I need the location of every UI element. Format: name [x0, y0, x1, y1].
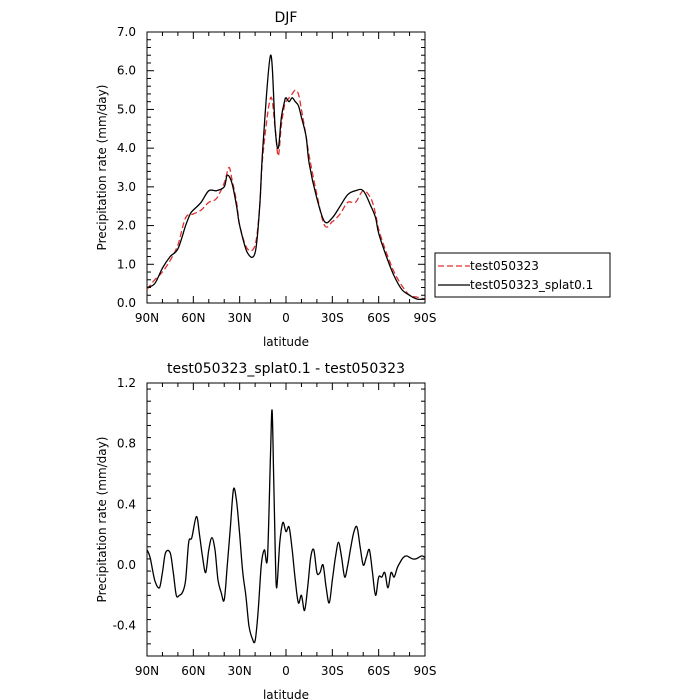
- x-tick-label: 90N: [135, 664, 159, 678]
- series-line-0-0: [146, 89, 426, 300]
- x-tick-label: 90S: [414, 311, 437, 325]
- legend-entry-test050323: test050323: [470, 259, 539, 273]
- y-tick-label: -0.4: [113, 619, 136, 633]
- x-tick-label: 30N: [228, 311, 252, 325]
- bottom-chart: test050323_splat0.1 - test050323 Precipi…: [95, 361, 436, 700]
- top-chart-title: DJF: [275, 10, 298, 26]
- x-tick-label: 30S: [321, 664, 344, 678]
- y-tick-label: 3.0: [117, 180, 136, 194]
- top-chart-plot-frame: [146, 31, 426, 304]
- y-tick-label: 1.0: [117, 257, 136, 271]
- legend-entry-test050323-splat0-1: test050323_splat0.1: [470, 278, 593, 292]
- x-tick-label: 90N: [135, 311, 159, 325]
- series-line-0-1: [146, 54, 426, 301]
- y-tick-label: 0.0: [117, 296, 136, 310]
- x-tick-label: 90S: [414, 664, 437, 678]
- y-tick-label: 1.2: [117, 376, 136, 390]
- top-chart-x-axis-label: latitude: [263, 335, 309, 349]
- x-tick-label: 60N: [181, 664, 205, 678]
- y-tick-label: 0.8: [117, 437, 136, 451]
- bottom-chart-title: test050323_splat0.1 - test050323: [167, 361, 405, 377]
- series-line-1-0: [146, 409, 426, 644]
- y-tick-label: 0.4: [117, 497, 136, 511]
- bottom-chart-x-axis-label: latitude: [263, 688, 309, 700]
- x-tick-label: 60N: [181, 311, 205, 325]
- top-chart: DJF Precipitation rate (mm/day) latitude…: [95, 10, 611, 349]
- top-chart-series: [146, 54, 426, 301]
- bottom-chart-y-axis-label: Precipitation rate (mm/day): [95, 437, 109, 603]
- x-tick-label: 0: [282, 664, 290, 678]
- y-tick-label: 0.0: [117, 558, 136, 572]
- bottom-chart-series: [146, 409, 426, 644]
- x-tick-label: 30S: [321, 311, 344, 325]
- y-tick-label: 6.0: [117, 64, 136, 78]
- bottom-chart-plot-frame: [146, 382, 426, 657]
- legend: test050323 test050323_splat0.1: [434, 252, 611, 298]
- bottom-chart-ticks: 90N 60N 30N 0 30S 60S 90S -0.4 0.0 0.4 0.8 1.2: [113, 376, 437, 678]
- top-chart-y-axis-label: Precipitation rate (mm/day): [95, 85, 109, 251]
- x-tick-label: 30N: [228, 664, 252, 678]
- legend-box: [434, 252, 611, 298]
- x-tick-label: 60S: [367, 311, 390, 325]
- y-tick-label: 2.0: [117, 219, 136, 233]
- y-tick-label: 5.0: [117, 102, 136, 116]
- y-tick-label: 7.0: [117, 25, 136, 39]
- x-tick-label: 60S: [367, 664, 390, 678]
- y-tick-label: 4.0: [117, 141, 136, 155]
- x-tick-label: 0: [282, 311, 290, 325]
- top-chart-ticks: 90N 60N 30N 0 30S 60S 90S 0.0 1.0 2.0 3.0 4.0 5.0 6.0…: [117, 25, 437, 325]
